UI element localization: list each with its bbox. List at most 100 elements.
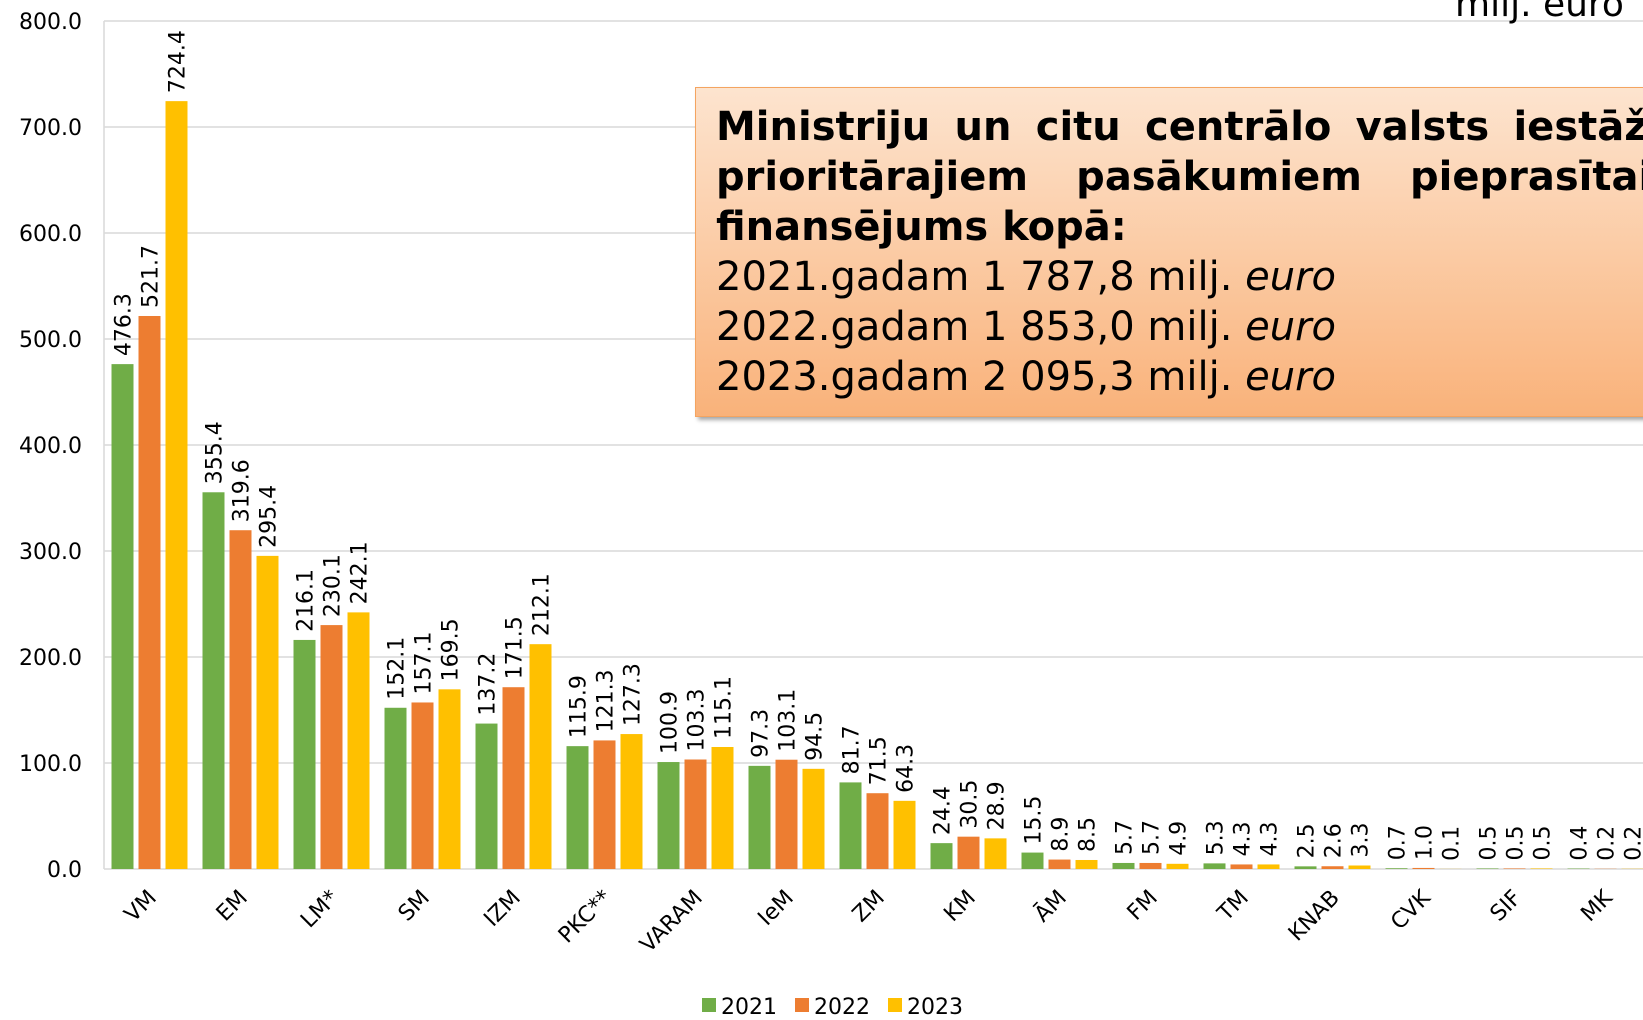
bar bbox=[1294, 866, 1317, 869]
data-label: 127.3 bbox=[621, 663, 646, 726]
x-tick-label: VM bbox=[120, 886, 162, 928]
y-tick-label: 800.0 bbox=[19, 10, 82, 35]
annotation-line: 2023.gadam 2 095,3 milj. euro bbox=[716, 352, 1643, 402]
x-tick-label: VARAM bbox=[636, 886, 708, 958]
x-tick-label: SM bbox=[394, 886, 435, 927]
legend-label: 2023 bbox=[907, 995, 963, 1020]
bar bbox=[411, 702, 434, 869]
data-label: 0.7 bbox=[1386, 825, 1411, 860]
data-label: 15.5 bbox=[1022, 796, 1047, 845]
x-tick-label: IeM bbox=[753, 886, 798, 931]
bar bbox=[138, 315, 161, 869]
bar bbox=[475, 723, 498, 869]
data-label: 94.5 bbox=[803, 712, 828, 761]
data-label: 5.3 bbox=[1204, 820, 1229, 855]
bar bbox=[1230, 864, 1253, 869]
data-label: 115.9 bbox=[567, 675, 592, 738]
bar bbox=[1112, 862, 1135, 869]
data-label: 724.4 bbox=[166, 30, 191, 93]
data-label: 2.5 bbox=[1295, 823, 1320, 858]
x-tick-label: IZM bbox=[479, 886, 525, 932]
x-tick-label: SIF bbox=[1486, 886, 1527, 927]
data-label: 242.1 bbox=[348, 541, 373, 604]
bar bbox=[1075, 859, 1098, 869]
x-tick-label: ZM bbox=[848, 886, 890, 928]
data-label: 103.3 bbox=[685, 689, 710, 752]
bar bbox=[593, 740, 616, 869]
annotation-heading: Ministriju un citu centrālo valsts iestā… bbox=[716, 104, 1643, 250]
bar bbox=[320, 625, 343, 869]
data-label: 0.5 bbox=[1477, 825, 1502, 860]
legend-swatch bbox=[702, 998, 716, 1012]
annotation-italic: euro bbox=[1245, 254, 1337, 300]
data-label: 121.3 bbox=[594, 669, 619, 732]
bar bbox=[957, 836, 980, 869]
bar bbox=[657, 762, 680, 869]
bar bbox=[711, 746, 734, 869]
annotation-box: Ministriju un citu centrālo valsts iestā… bbox=[695, 87, 1643, 417]
bar bbox=[111, 364, 134, 869]
x-tick-label: ĀM bbox=[1030, 886, 1072, 928]
bar bbox=[984, 838, 1007, 869]
bar bbox=[802, 768, 825, 869]
y-tick-label: 500.0 bbox=[19, 328, 82, 353]
bar bbox=[384, 707, 407, 869]
data-label: 230.1 bbox=[321, 554, 346, 617]
data-label: 212.1 bbox=[530, 573, 555, 636]
data-label: 64.3 bbox=[894, 744, 919, 793]
bar bbox=[1321, 866, 1344, 869]
bar bbox=[1048, 859, 1071, 869]
bar bbox=[256, 555, 279, 869]
data-label: 137.2 bbox=[476, 653, 501, 716]
annotation-line: 2022.gadam 1 853,0 milj. euro bbox=[716, 302, 1643, 352]
data-label: 0.5 bbox=[1504, 825, 1529, 860]
data-label: 355.4 bbox=[203, 421, 228, 484]
data-label: 157.1 bbox=[412, 631, 437, 694]
data-label: 100.9 bbox=[658, 691, 683, 754]
annotation-italic: euro bbox=[1245, 354, 1337, 400]
bar bbox=[893, 800, 916, 869]
data-label: 24.4 bbox=[931, 786, 956, 835]
bar bbox=[1412, 867, 1435, 869]
x-tick-label: KNAB bbox=[1284, 886, 1345, 947]
data-label: 521.7 bbox=[139, 245, 164, 308]
bar bbox=[1348, 865, 1371, 869]
data-label: 71.5 bbox=[867, 736, 892, 785]
annotation-text: 2022.gadam 1 853,0 milj. bbox=[716, 304, 1233, 350]
data-label: 8.5 bbox=[1076, 817, 1101, 852]
annotation-italic: euro bbox=[1245, 304, 1337, 350]
data-label: 5.7 bbox=[1113, 820, 1138, 855]
bar bbox=[566, 746, 589, 869]
bar bbox=[620, 734, 643, 869]
x-tick-label: EM bbox=[212, 886, 253, 927]
bar bbox=[1503, 868, 1526, 869]
legend-swatch bbox=[888, 998, 902, 1012]
bar bbox=[1530, 868, 1553, 869]
data-label: 476.3 bbox=[112, 293, 137, 356]
legend-label: 2022 bbox=[814, 995, 870, 1020]
bar bbox=[347, 612, 370, 869]
bar bbox=[1139, 862, 1162, 869]
data-label: 2.6 bbox=[1322, 823, 1347, 858]
bar bbox=[684, 759, 707, 869]
data-label: 81.7 bbox=[840, 725, 865, 774]
y-tick-label: 600.0 bbox=[19, 222, 82, 247]
bar bbox=[1203, 863, 1226, 869]
data-label: 0.1 bbox=[1440, 826, 1465, 861]
x-tick-label: LM* bbox=[296, 886, 344, 934]
data-label: 171.5 bbox=[503, 616, 528, 679]
bar bbox=[1021, 852, 1044, 869]
data-label: 0.2 bbox=[1595, 826, 1620, 861]
y-tick-label: 300.0 bbox=[19, 540, 82, 565]
y-tick-label: 0.0 bbox=[47, 858, 82, 883]
data-label: 319.6 bbox=[230, 459, 255, 522]
bar bbox=[1476, 868, 1499, 869]
data-label: 8.9 bbox=[1049, 817, 1074, 852]
y-tick-label: 100.0 bbox=[19, 752, 82, 777]
data-label: 0.5 bbox=[1531, 825, 1556, 860]
bar bbox=[438, 689, 461, 869]
annotation-line: 2021.gadam 1 787,8 milj. euro bbox=[716, 252, 1643, 302]
data-label: 1.0 bbox=[1413, 825, 1438, 860]
bar bbox=[165, 101, 188, 870]
